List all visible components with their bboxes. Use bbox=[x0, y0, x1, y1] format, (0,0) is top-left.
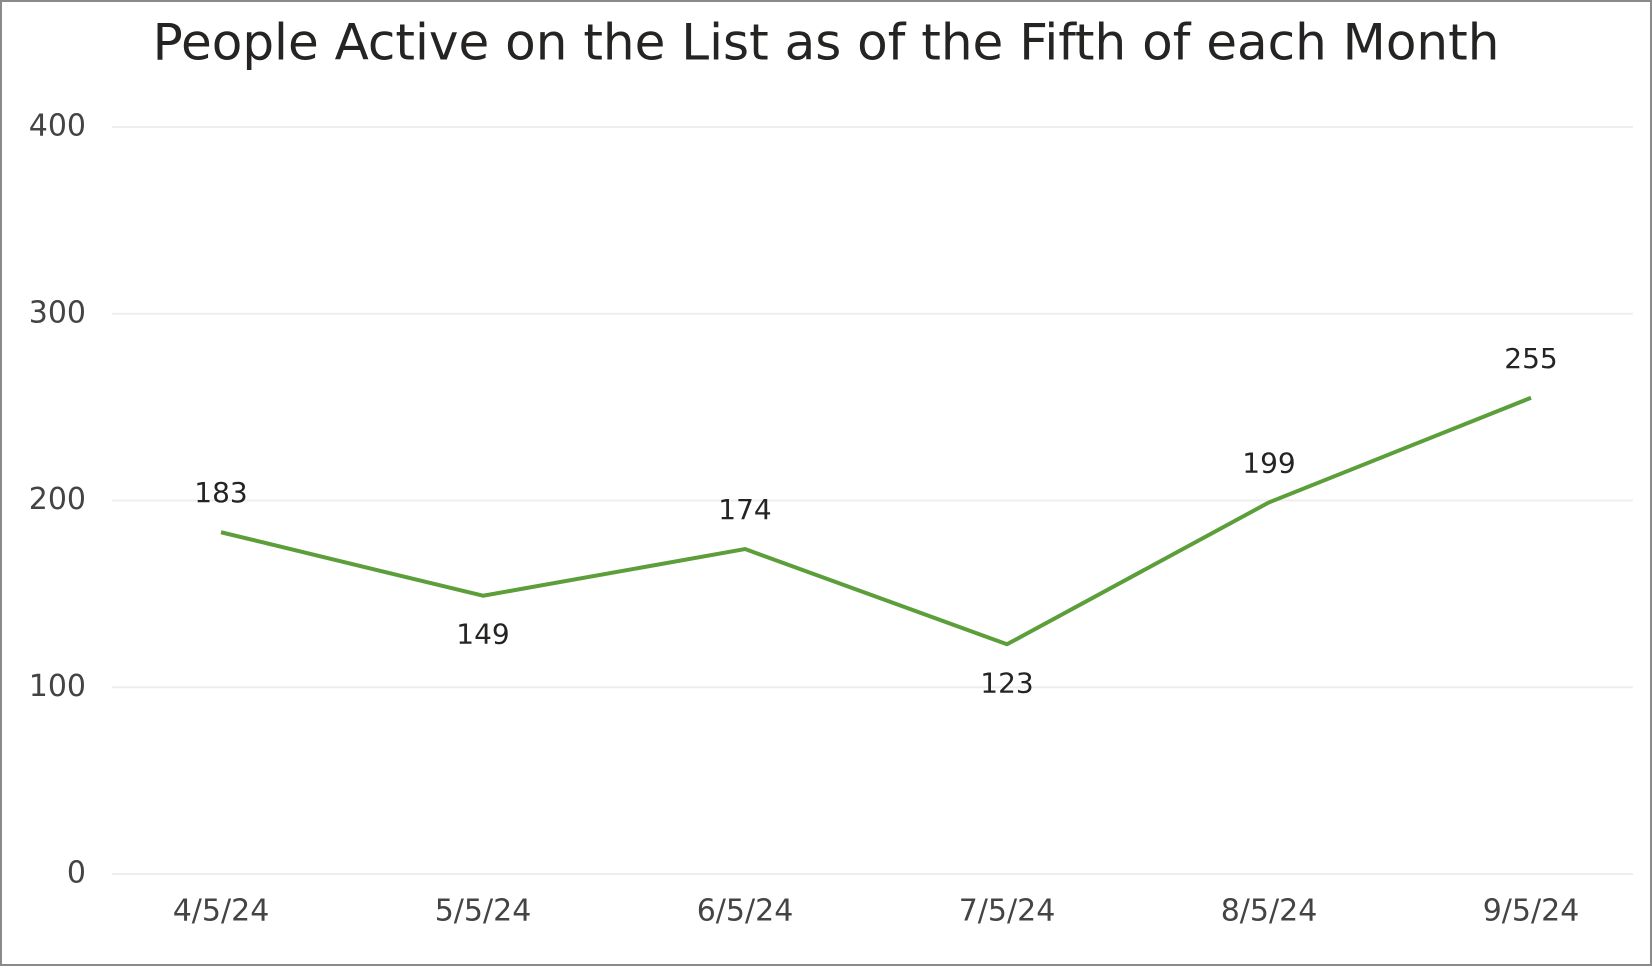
y-tick-label: 100 bbox=[29, 669, 86, 704]
x-tick-label: 9/5/24 bbox=[1483, 894, 1580, 929]
data-label: 199 bbox=[1242, 446, 1295, 479]
y-tick-label: 300 bbox=[29, 295, 86, 330]
data-label: 255 bbox=[1504, 342, 1557, 375]
data-label: 123 bbox=[980, 666, 1033, 699]
chart-title: People Active on the List as of the Fift… bbox=[153, 14, 1500, 72]
x-tick-label: 6/5/24 bbox=[697, 894, 794, 929]
data-label: 149 bbox=[456, 618, 509, 651]
data-label: 183 bbox=[194, 476, 247, 509]
data-label: 174 bbox=[718, 493, 771, 526]
line bbox=[220, 395, 1532, 647]
y-tick-label: 0 bbox=[67, 856, 86, 891]
x-tick-label: 8/5/24 bbox=[1221, 894, 1318, 929]
x-tick-label: 4/5/24 bbox=[173, 894, 270, 929]
x-tick-label: 5/5/24 bbox=[435, 894, 532, 929]
y-tick-label: 400 bbox=[29, 109, 86, 144]
x-tick-label: 7/5/24 bbox=[959, 894, 1056, 929]
y-tick-label: 200 bbox=[29, 482, 86, 517]
